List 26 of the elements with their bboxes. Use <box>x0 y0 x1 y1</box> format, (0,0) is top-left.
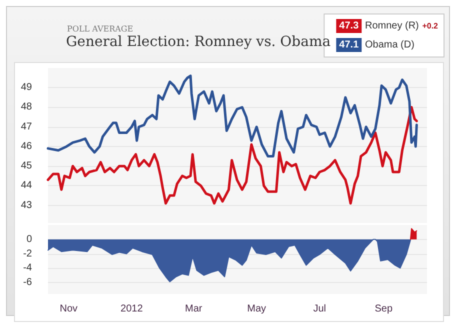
legend-label: Romney (R) <box>364 20 419 32</box>
text: 47.1 <box>339 40 360 50</box>
x-tick-label: Jul <box>313 304 326 314</box>
y-tick-label: -2 <box>23 248 32 260</box>
x-tick-label: Nov <box>60 304 78 314</box>
legend-label: Obama (D) <box>364 40 414 50</box>
text: 47.3 <box>339 20 360 32</box>
y-tick-label: 46 <box>20 140 32 152</box>
y-tick-label: 48 <box>20 102 32 113</box>
y-tick-label: 44 <box>20 180 32 192</box>
y-tick-label: -4 <box>23 262 32 274</box>
y-tick-label: 43 <box>20 200 32 211</box>
x-tick-label: 2012 <box>120 304 144 314</box>
y-tick-label: 45 <box>20 160 32 172</box>
x-tick-label: Mar <box>184 304 203 314</box>
x-tick-label: May <box>247 304 266 314</box>
line-series <box>46 106 418 205</box>
line-series <box>46 74 418 158</box>
y-tick-label: -6 <box>23 277 32 288</box>
y-tick-label: 49 <box>20 82 32 94</box>
text: +0.2 <box>422 22 439 30</box>
chart-title: General Election: Romney vs. Obama <box>66 34 331 50</box>
y-tick-label: 47 <box>20 121 32 132</box>
x-tick-label: Sep <box>374 304 393 314</box>
y-tick-label: 0 <box>26 234 32 245</box>
chart-subtitle: POLL AVERAGE <box>67 24 134 34</box>
